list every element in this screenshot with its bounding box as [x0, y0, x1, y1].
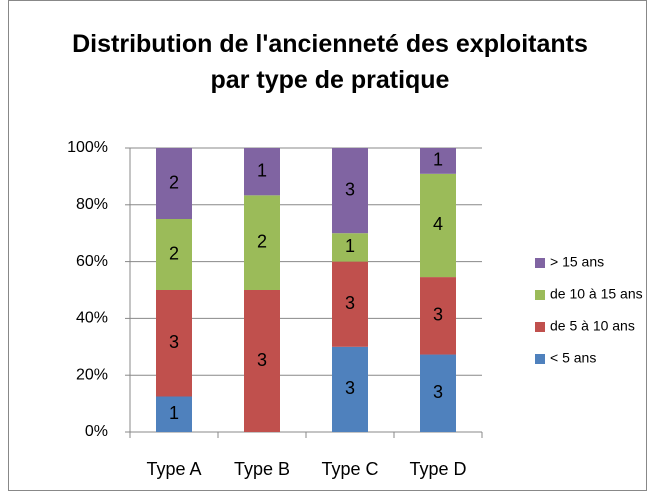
data-label: 3: [169, 332, 179, 352]
bar-segment: [156, 396, 192, 432]
data-label: 1: [169, 403, 179, 423]
legend-swatch: [535, 322, 545, 332]
data-label: 1: [345, 236, 355, 256]
y-tick-label: 20%: [76, 366, 108, 383]
bar-segment: [332, 148, 368, 234]
data-label: 3: [433, 305, 443, 325]
data-label: 1: [257, 160, 267, 180]
bar-segment: [420, 354, 456, 432]
bar-segment: [420, 173, 456, 278]
y-tick-label: 80%: [76, 196, 108, 213]
data-label: 3: [345, 378, 355, 398]
chart-title: Distribution de l'ancienneté des exploit…: [72, 30, 588, 94]
y-tick-label: 0%: [85, 423, 108, 440]
legend-label: de 5 à 10 ans: [550, 318, 635, 334]
x-tick-label: Type C: [321, 459, 378, 479]
data-label: 3: [345, 179, 355, 199]
bar-segment: [156, 290, 192, 397]
y-tick-label: 60%: [76, 253, 108, 270]
legend-label: de 10 à 15 ans: [550, 286, 643, 302]
legend-label: < 5 ans: [550, 350, 596, 366]
bar-segment: [244, 290, 280, 432]
bar-segment: [332, 346, 368, 432]
data-label: 3: [433, 382, 443, 402]
legend-swatch: [535, 354, 545, 364]
bar-segment: [156, 219, 192, 290]
bar-segment: [244, 148, 280, 196]
data-label: 2: [257, 231, 267, 251]
chart-border: [8, 0, 647, 491]
data-label: 2: [169, 172, 179, 192]
y-tick-label: 40%: [76, 310, 108, 327]
data-label: 3: [345, 293, 355, 313]
legend-swatch: [535, 258, 545, 268]
x-tick-label: Type B: [234, 459, 290, 479]
data-label: 1: [433, 150, 443, 170]
data-label: 2: [169, 243, 179, 263]
data-label: 4: [433, 214, 443, 234]
y-tick-label: 100%: [67, 139, 108, 156]
data-label: 3: [257, 350, 267, 370]
bar-segment: [332, 233, 368, 262]
bar-segment: [420, 148, 456, 174]
bar-segment: [332, 261, 368, 347]
bar-segment: [420, 277, 456, 355]
x-tick-label: Type D: [409, 459, 466, 479]
x-tick-label: Type A: [146, 459, 201, 479]
legend-label: > 15 ans: [550, 254, 604, 270]
legend-swatch: [535, 290, 545, 300]
bar-segment: [156, 148, 192, 219]
bar-segment: [244, 195, 280, 290]
